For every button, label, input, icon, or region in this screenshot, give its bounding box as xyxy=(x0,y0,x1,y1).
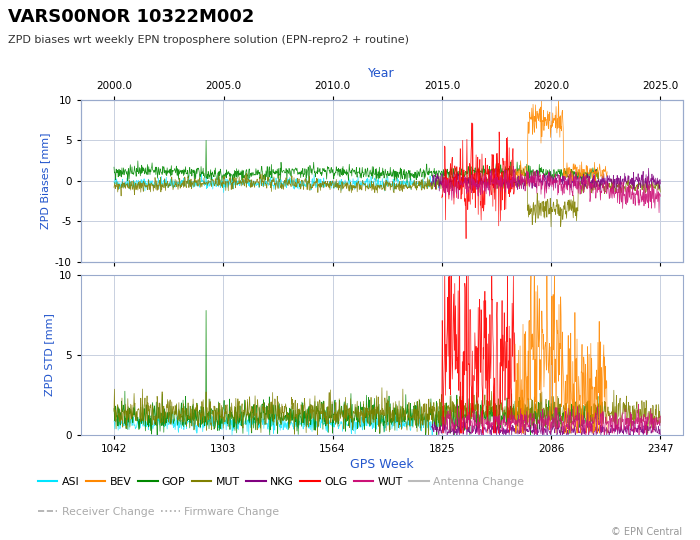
Text: ZPD biases wrt weekly EPN troposphere solution (EPN-repro2 + routine): ZPD biases wrt weekly EPN troposphere so… xyxy=(8,35,409,45)
Text: VARS00NOR 10322M002: VARS00NOR 10322M002 xyxy=(8,8,255,26)
X-axis label: GPS Week: GPS Week xyxy=(350,458,413,471)
X-axis label: Year: Year xyxy=(368,67,395,80)
Legend: ASI, BEV, GOP, MUT, NKG, OLG, WUT, Antenna Change: ASI, BEV, GOP, MUT, NKG, OLG, WUT, Anten… xyxy=(34,472,528,491)
Legend: Receiver Change, Firmware Change: Receiver Change, Firmware Change xyxy=(34,502,284,521)
Y-axis label: ZPD Biases [mm]: ZPD Biases [mm] xyxy=(41,133,50,229)
Y-axis label: ZPD STD [mm]: ZPD STD [mm] xyxy=(44,314,54,396)
Text: © EPN Central: © EPN Central xyxy=(611,527,682,537)
